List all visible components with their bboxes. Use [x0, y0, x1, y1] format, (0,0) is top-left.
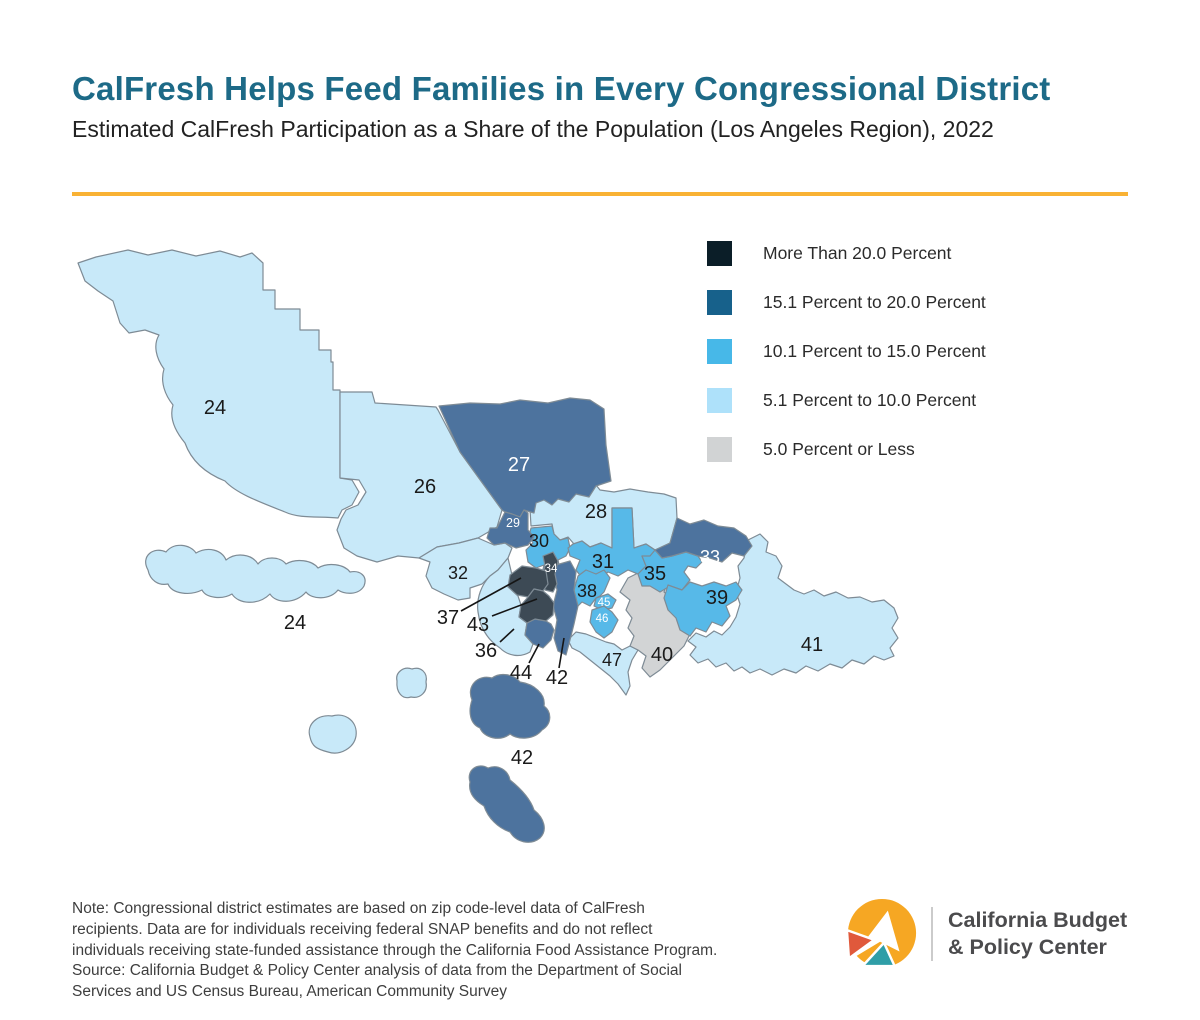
org-logo: California Budget & Policy Center: [845, 897, 1127, 971]
district-label-40: 40: [651, 644, 673, 666]
district-42-catalina-island: [469, 673, 551, 739]
callout-line-44: [528, 643, 540, 664]
district-33: [654, 517, 753, 563]
legend-swatch-15-to-20: [707, 290, 732, 315]
logo-mark-icon: [845, 898, 917, 968]
legend-item: 10.1 Percent to 15.0 Percent: [707, 339, 986, 364]
gold-divider-rule: [72, 192, 1128, 196]
district-42: [552, 560, 579, 656]
district-label-31: 31: [592, 551, 614, 573]
logo-line-1: California Budget: [948, 908, 1128, 932]
legend-swatch-more-than-20: [707, 241, 732, 266]
district-39: [663, 581, 743, 637]
page-subtitle: Estimated CalFresh Participation as a Sh…: [72, 116, 994, 142]
district-label-33: 33: [700, 547, 720, 567]
district-label-42: 42: [546, 667, 568, 689]
callout-line-43: [491, 598, 538, 617]
district-38: [573, 569, 611, 607]
district-29: [486, 509, 535, 549]
district-label-34: 34: [545, 563, 558, 575]
legend-label: More Than 20.0 Percent: [763, 243, 952, 263]
district-label-47: 47: [602, 650, 622, 670]
district-41: [687, 533, 899, 676]
note-line: Note: Congressional district estimates a…: [72, 900, 645, 917]
district-label-32: 32: [448, 563, 468, 583]
district-label-29: 29: [506, 516, 520, 530]
district-45: [593, 593, 617, 611]
district-label-41: 41: [801, 634, 823, 656]
district-label-38: 38: [577, 581, 597, 601]
note-line: Source: California Budget & Policy Cente…: [72, 962, 682, 980]
legend-item: 15.1 Percent to 20.0 Percent: [707, 290, 986, 315]
district-label-30: 30: [529, 531, 549, 551]
district-label-27: 27: [508, 454, 530, 476]
district-label-39: 39: [706, 587, 728, 609]
callout-line-42: [558, 637, 565, 669]
district-label-37: 37: [437, 607, 459, 629]
district-label-45: 45: [598, 597, 611, 609]
legend: More Than 20.0 Percent 15.1 Percent to 2…: [707, 241, 986, 486]
district-label-35: 35: [644, 563, 666, 585]
legend-label: 5.1 Percent to 10.0 Percent: [763, 390, 977, 410]
district-42-san-clemente-island: [468, 765, 545, 843]
note-line: Services and US Census Bureau, American …: [72, 983, 508, 1001]
legend-item: 5.1 Percent to 10.0 Percent: [707, 388, 986, 413]
district-24-island-oval: [308, 714, 357, 754]
legend-item: More Than 20.0 Percent: [707, 241, 986, 266]
legend-label: 15.1 Percent to 20.0 Percent: [763, 292, 986, 312]
district-24-island-small: [396, 667, 427, 699]
district-label-46: 46: [596, 613, 609, 625]
district-label-24-islands: 24: [284, 612, 306, 634]
district-label-43: 43: [467, 614, 489, 636]
logo-line-2: & Policy Center: [948, 935, 1107, 959]
logo-wordmark: California Budget & Policy Center: [948, 907, 1127, 961]
district-46: [589, 605, 619, 639]
district-24: [77, 249, 360, 519]
callout-line-36: [499, 628, 515, 643]
note-line: recipients. Data are for individuals rec…: [72, 920, 653, 938]
legend-item: 5.0 Percent or Less: [707, 437, 986, 462]
legend-swatch-5-to-10: [707, 388, 732, 413]
district-26: [336, 391, 503, 563]
district-label-24: 24: [204, 397, 226, 419]
page-title: CalFresh Helps Feed Families in Every Co…: [72, 70, 1051, 107]
callout-line-37: [460, 577, 522, 612]
legend-swatch-10-to-15: [707, 339, 732, 364]
district-47: [567, 631, 639, 696]
district-label-42-islands: 42: [511, 747, 533, 769]
legend-label: 10.1 Percent to 15.0 Percent: [763, 341, 986, 361]
source-note: Note: Congressional district estimates a…: [72, 899, 717, 1003]
district-label-28: 28: [585, 501, 607, 523]
legend-swatch-5-or-less: [707, 437, 732, 462]
district-label-26: 26: [414, 476, 436, 498]
legend-label: 5.0 Percent or Less: [763, 439, 915, 459]
note-line: individuals receiving state-funded assis…: [72, 941, 718, 959]
logo-separator: [931, 907, 933, 961]
district-31: [567, 507, 656, 579]
district-label-36: 36: [475, 640, 497, 662]
district-24-channel-islands: [145, 544, 366, 603]
district-label-44: 44: [510, 662, 532, 684]
district-43: [518, 588, 555, 624]
